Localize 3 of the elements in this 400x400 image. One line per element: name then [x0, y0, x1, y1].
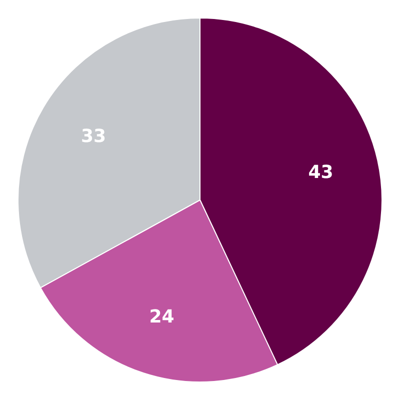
data-label: 24: [149, 306, 174, 328]
data-label: 43: [308, 162, 334, 184]
data-label: 33: [80, 126, 106, 147]
